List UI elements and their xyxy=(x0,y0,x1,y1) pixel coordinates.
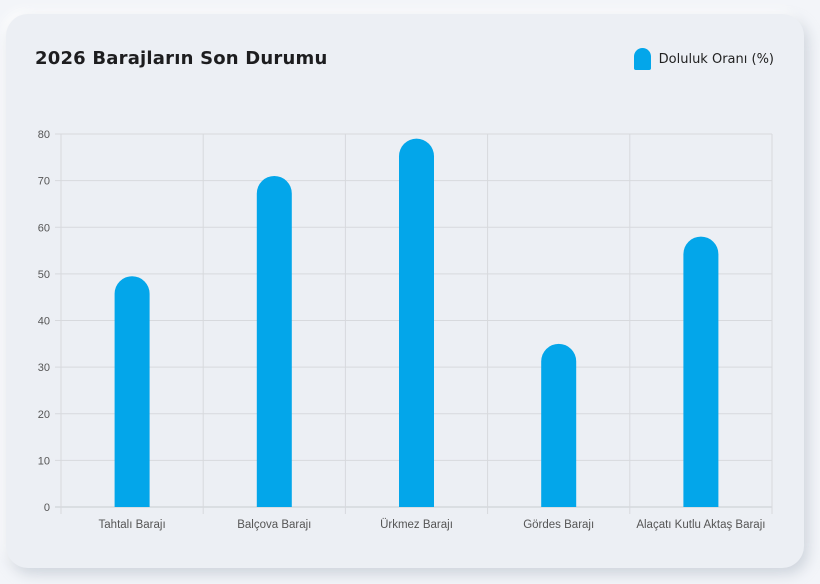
y-tick-label: 80 xyxy=(38,129,50,141)
y-tick-label: 50 xyxy=(38,269,50,281)
x-tick-label: Gördes Barajı xyxy=(523,519,594,531)
y-tick-label: 10 xyxy=(38,455,50,467)
bars-layer xyxy=(114,138,719,507)
x-tick-label: Alaçatı Kutlu Aktaş Barajı xyxy=(636,519,765,531)
legend-swatch xyxy=(633,48,651,70)
y-tick-label: 40 xyxy=(38,316,50,328)
y-tick-label: 60 xyxy=(38,222,50,234)
x-tick-label: Balçova Barajı xyxy=(237,519,311,531)
bar[interactable] xyxy=(541,343,577,507)
labels-layer: 0 10 20 30 40 50 60 70 80 Tahtalı Barajı Balçova B… xyxy=(38,129,766,531)
chart-title: 2026 Barajların Son Durumu xyxy=(35,48,328,69)
legend-label: Doluluk Oranı (%) xyxy=(658,51,774,67)
x-tick-label: Ürkmez Barajı xyxy=(380,519,453,531)
bar[interactable] xyxy=(683,236,719,507)
bar[interactable] xyxy=(114,276,150,507)
y-tick-label: 70 xyxy=(38,176,50,188)
y-tick-label: 30 xyxy=(38,362,50,374)
bar[interactable] xyxy=(256,175,292,507)
y-tick-label: 20 xyxy=(38,409,50,421)
y-tick-label: 0 xyxy=(44,502,50,514)
chart-legend[interactable]: Doluluk Oranı (%) xyxy=(633,48,774,70)
bar[interactable] xyxy=(399,138,434,507)
x-tick-label: Tahtalı Barajı xyxy=(99,519,166,531)
